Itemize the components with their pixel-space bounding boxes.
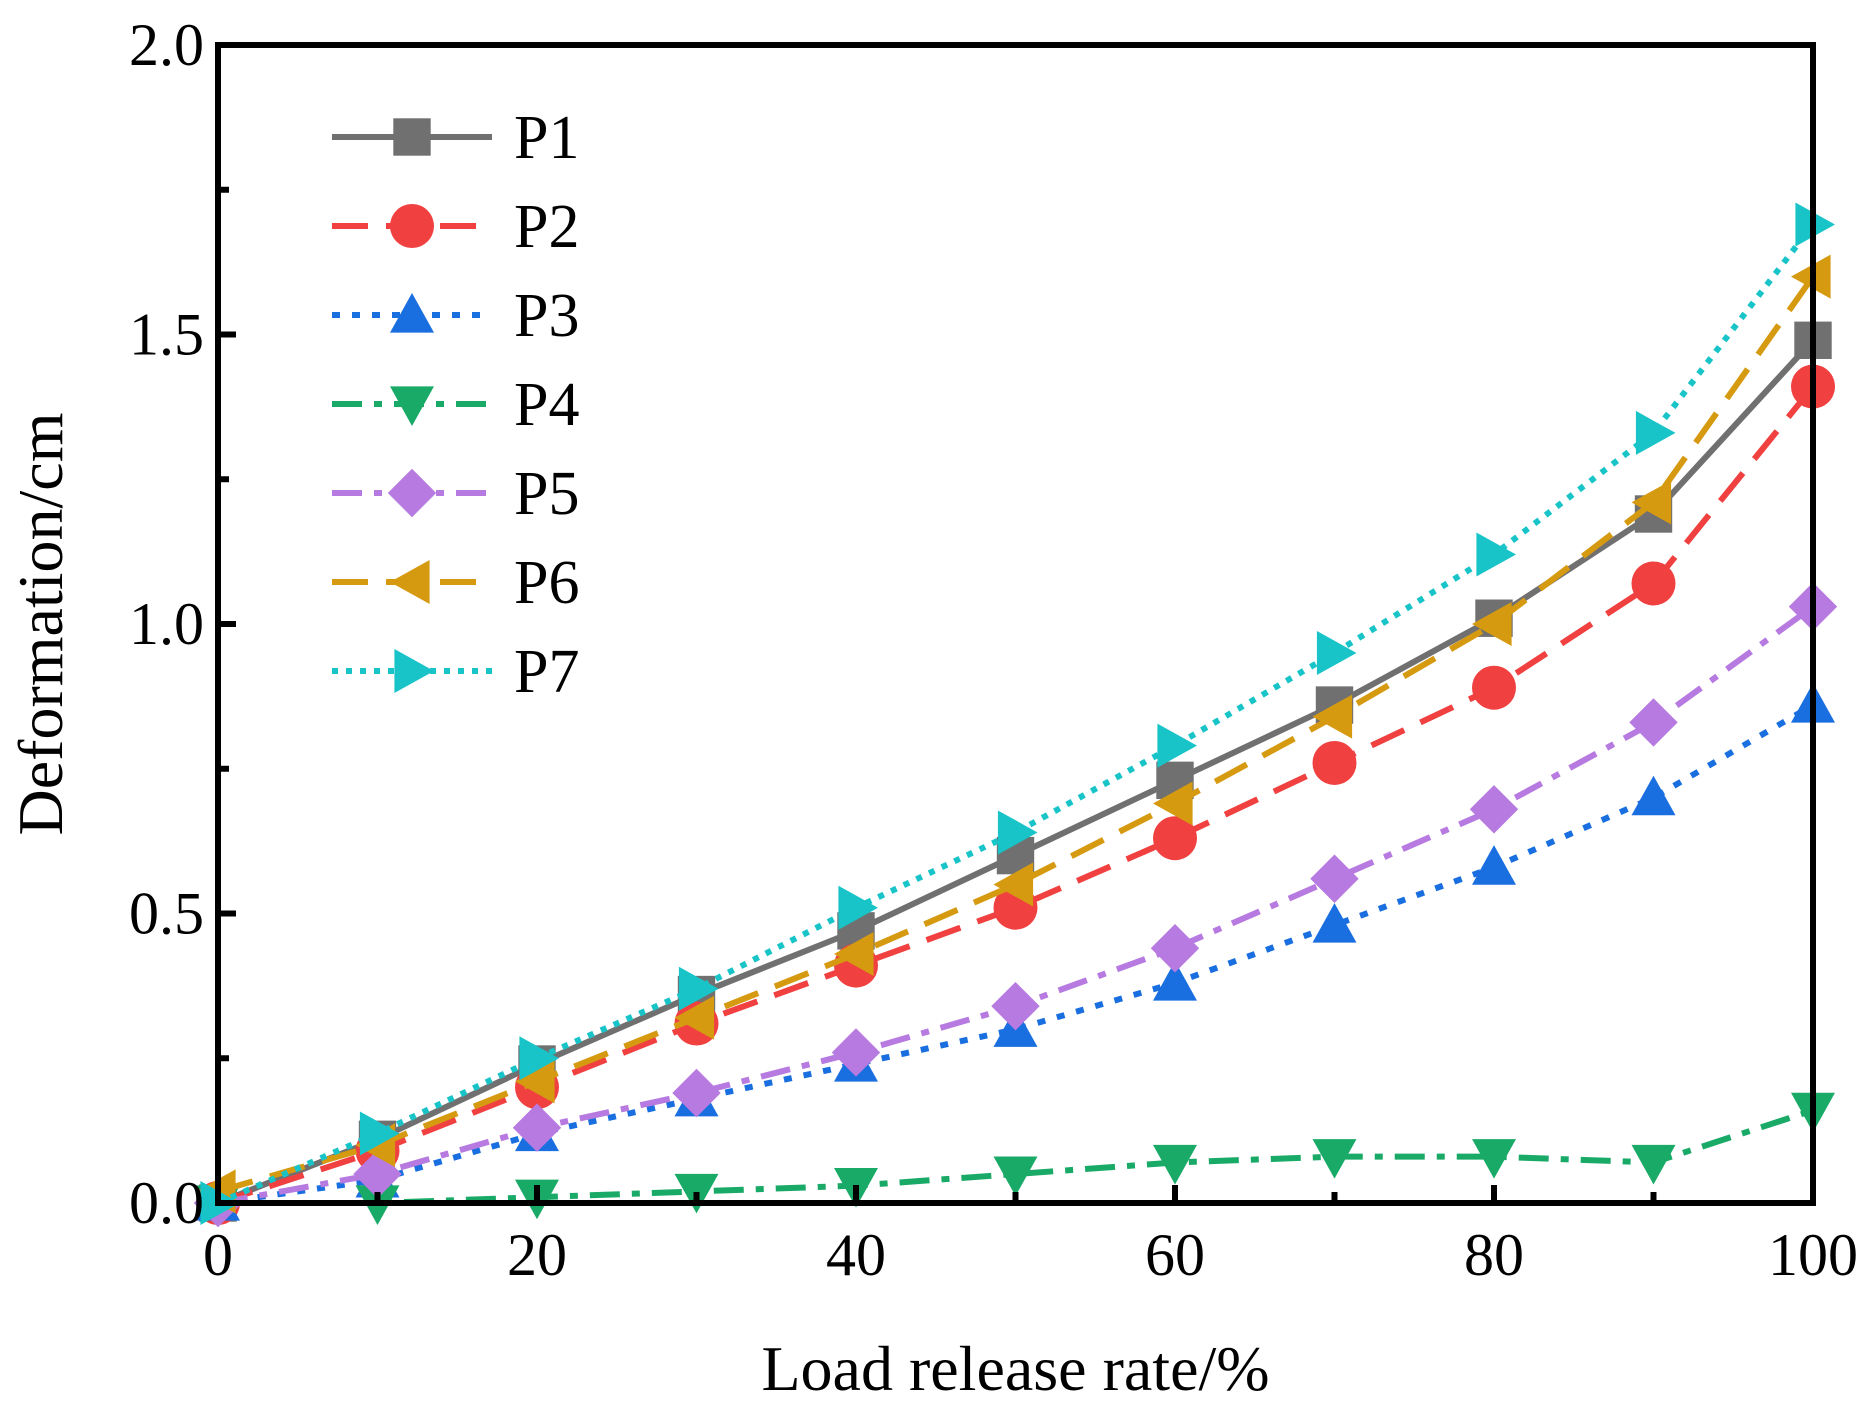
legend: P1 P2 P3 P4 P5 P6 P7 — [332, 104, 579, 706]
series-p6-point — [993, 862, 1034, 907]
series-p6-point — [1312, 694, 1353, 739]
y-tick-label: 1.0 — [129, 591, 204, 657]
series-p4-point — [1312, 1139, 1357, 1179]
series-p6-point — [1472, 602, 1512, 646]
series-p4-point — [993, 1156, 1038, 1197]
legend-item-p2: P2 — [332, 193, 579, 261]
series-p3-point — [1153, 960, 1197, 1001]
series-p7-point — [1476, 532, 1516, 577]
legend-item-p7: P7 — [332, 638, 579, 706]
y-tick-label: 0.0 — [129, 1170, 204, 1236]
legend-marker-p6 — [390, 560, 430, 604]
series-p2-point — [1472, 665, 1516, 710]
series-p7-point — [838, 885, 878, 930]
series-p1-line — [216, 338, 1816, 1206]
series-p6-point — [674, 995, 715, 1040]
series-p3-point — [1312, 903, 1357, 943]
series-p2-line — [217, 384, 1816, 1206]
legend-label-p5: P5 — [514, 460, 579, 528]
y-tick-label: 1.5 — [129, 302, 204, 368]
series-p5-point — [1469, 785, 1519, 834]
legend-item-p1: P1 — [332, 104, 579, 172]
series-p4-line — [218, 1107, 1814, 1206]
x-tick-label: 20 — [507, 1222, 567, 1288]
series-p5-point — [991, 981, 1040, 1031]
x-tick-label: 60 — [1145, 1222, 1205, 1288]
legend-label-p4: P4 — [514, 371, 579, 439]
series-p6-point — [1153, 781, 1193, 826]
series-p4-point — [1153, 1144, 1197, 1185]
series-p5-point — [1629, 698, 1678, 747]
series-p7-point — [519, 1036, 559, 1081]
series-p1 — [199, 321, 1832, 1222]
series-p2-point — [1153, 816, 1197, 861]
legend-marker-p5 — [387, 468, 437, 518]
series-p7-line — [216, 222, 1816, 1206]
legend-item-p5: P5 — [332, 460, 579, 528]
series-p4-point — [1631, 1144, 1676, 1185]
series-p4-point — [1472, 1139, 1516, 1179]
legend-marker-p7 — [394, 649, 434, 693]
series-p7-point — [1316, 630, 1357, 675]
legend-item-p6: P6 — [332, 549, 579, 617]
x-tick-label: 100 — [1768, 1222, 1858, 1288]
legend-label-p6: P6 — [514, 549, 579, 617]
x-tick-label: 40 — [826, 1222, 886, 1288]
y-tick-label: 2.0 — [129, 12, 204, 78]
series-p6 — [196, 254, 1831, 1214]
series-p7-point — [1635, 410, 1676, 455]
x-axis-label: Load release rate/% — [761, 1333, 1269, 1404]
x-tick-label: 0 — [203, 1222, 233, 1288]
series-p3-point — [1631, 775, 1676, 816]
legend-label-p3: P3 — [514, 282, 579, 350]
series-p3 — [196, 683, 1835, 1221]
series-p5-point — [831, 1028, 881, 1077]
series-p5-point — [1150, 924, 1200, 973]
legend-marker-p4 — [390, 386, 434, 426]
legend-marker-p2 — [390, 204, 434, 248]
series-p5 — [193, 582, 1838, 1228]
series-p5-point — [353, 1149, 402, 1199]
y-tick-label: 0.5 — [129, 881, 204, 947]
series-p5-point — [1310, 854, 1359, 903]
series-p2-point — [1312, 740, 1357, 785]
series-p6-point — [1631, 480, 1672, 525]
series-p6-point — [515, 1059, 555, 1104]
legend-marker-p1 — [393, 118, 431, 156]
axes-layer: 0 20 40 60 80 100 0.0 0.5 1.0 1.5 2.0 — [129, 12, 1858, 1288]
series-p5-point — [512, 1103, 562, 1152]
legend-label-p2: P2 — [514, 193, 579, 261]
series-p6-point — [834, 932, 874, 977]
legend-item-p4: P4 — [332, 371, 579, 439]
x-tick-label: 80 — [1464, 1222, 1524, 1288]
legend-label-p1: P1 — [514, 104, 579, 172]
legend-marker-p3 — [390, 293, 434, 333]
series-p3-point — [1472, 845, 1516, 885]
series-p5-point — [672, 1068, 721, 1118]
series-p7-point — [1157, 723, 1197, 768]
series-p2-point — [1631, 561, 1676, 606]
series-p6-line — [217, 274, 1816, 1195]
series-p7-point — [359, 1111, 400, 1156]
series-p3-line — [217, 702, 1815, 1206]
plot-data-layer — [193, 202, 1838, 1228]
series-p7-point — [997, 810, 1038, 855]
legend-item-p3: P3 — [332, 282, 579, 350]
series-p7-point — [678, 966, 719, 1011]
legend-label-p7: P7 — [514, 638, 579, 706]
series-p7 — [200, 202, 1835, 1225]
y-axis-label: Deformation/cm — [5, 413, 76, 836]
